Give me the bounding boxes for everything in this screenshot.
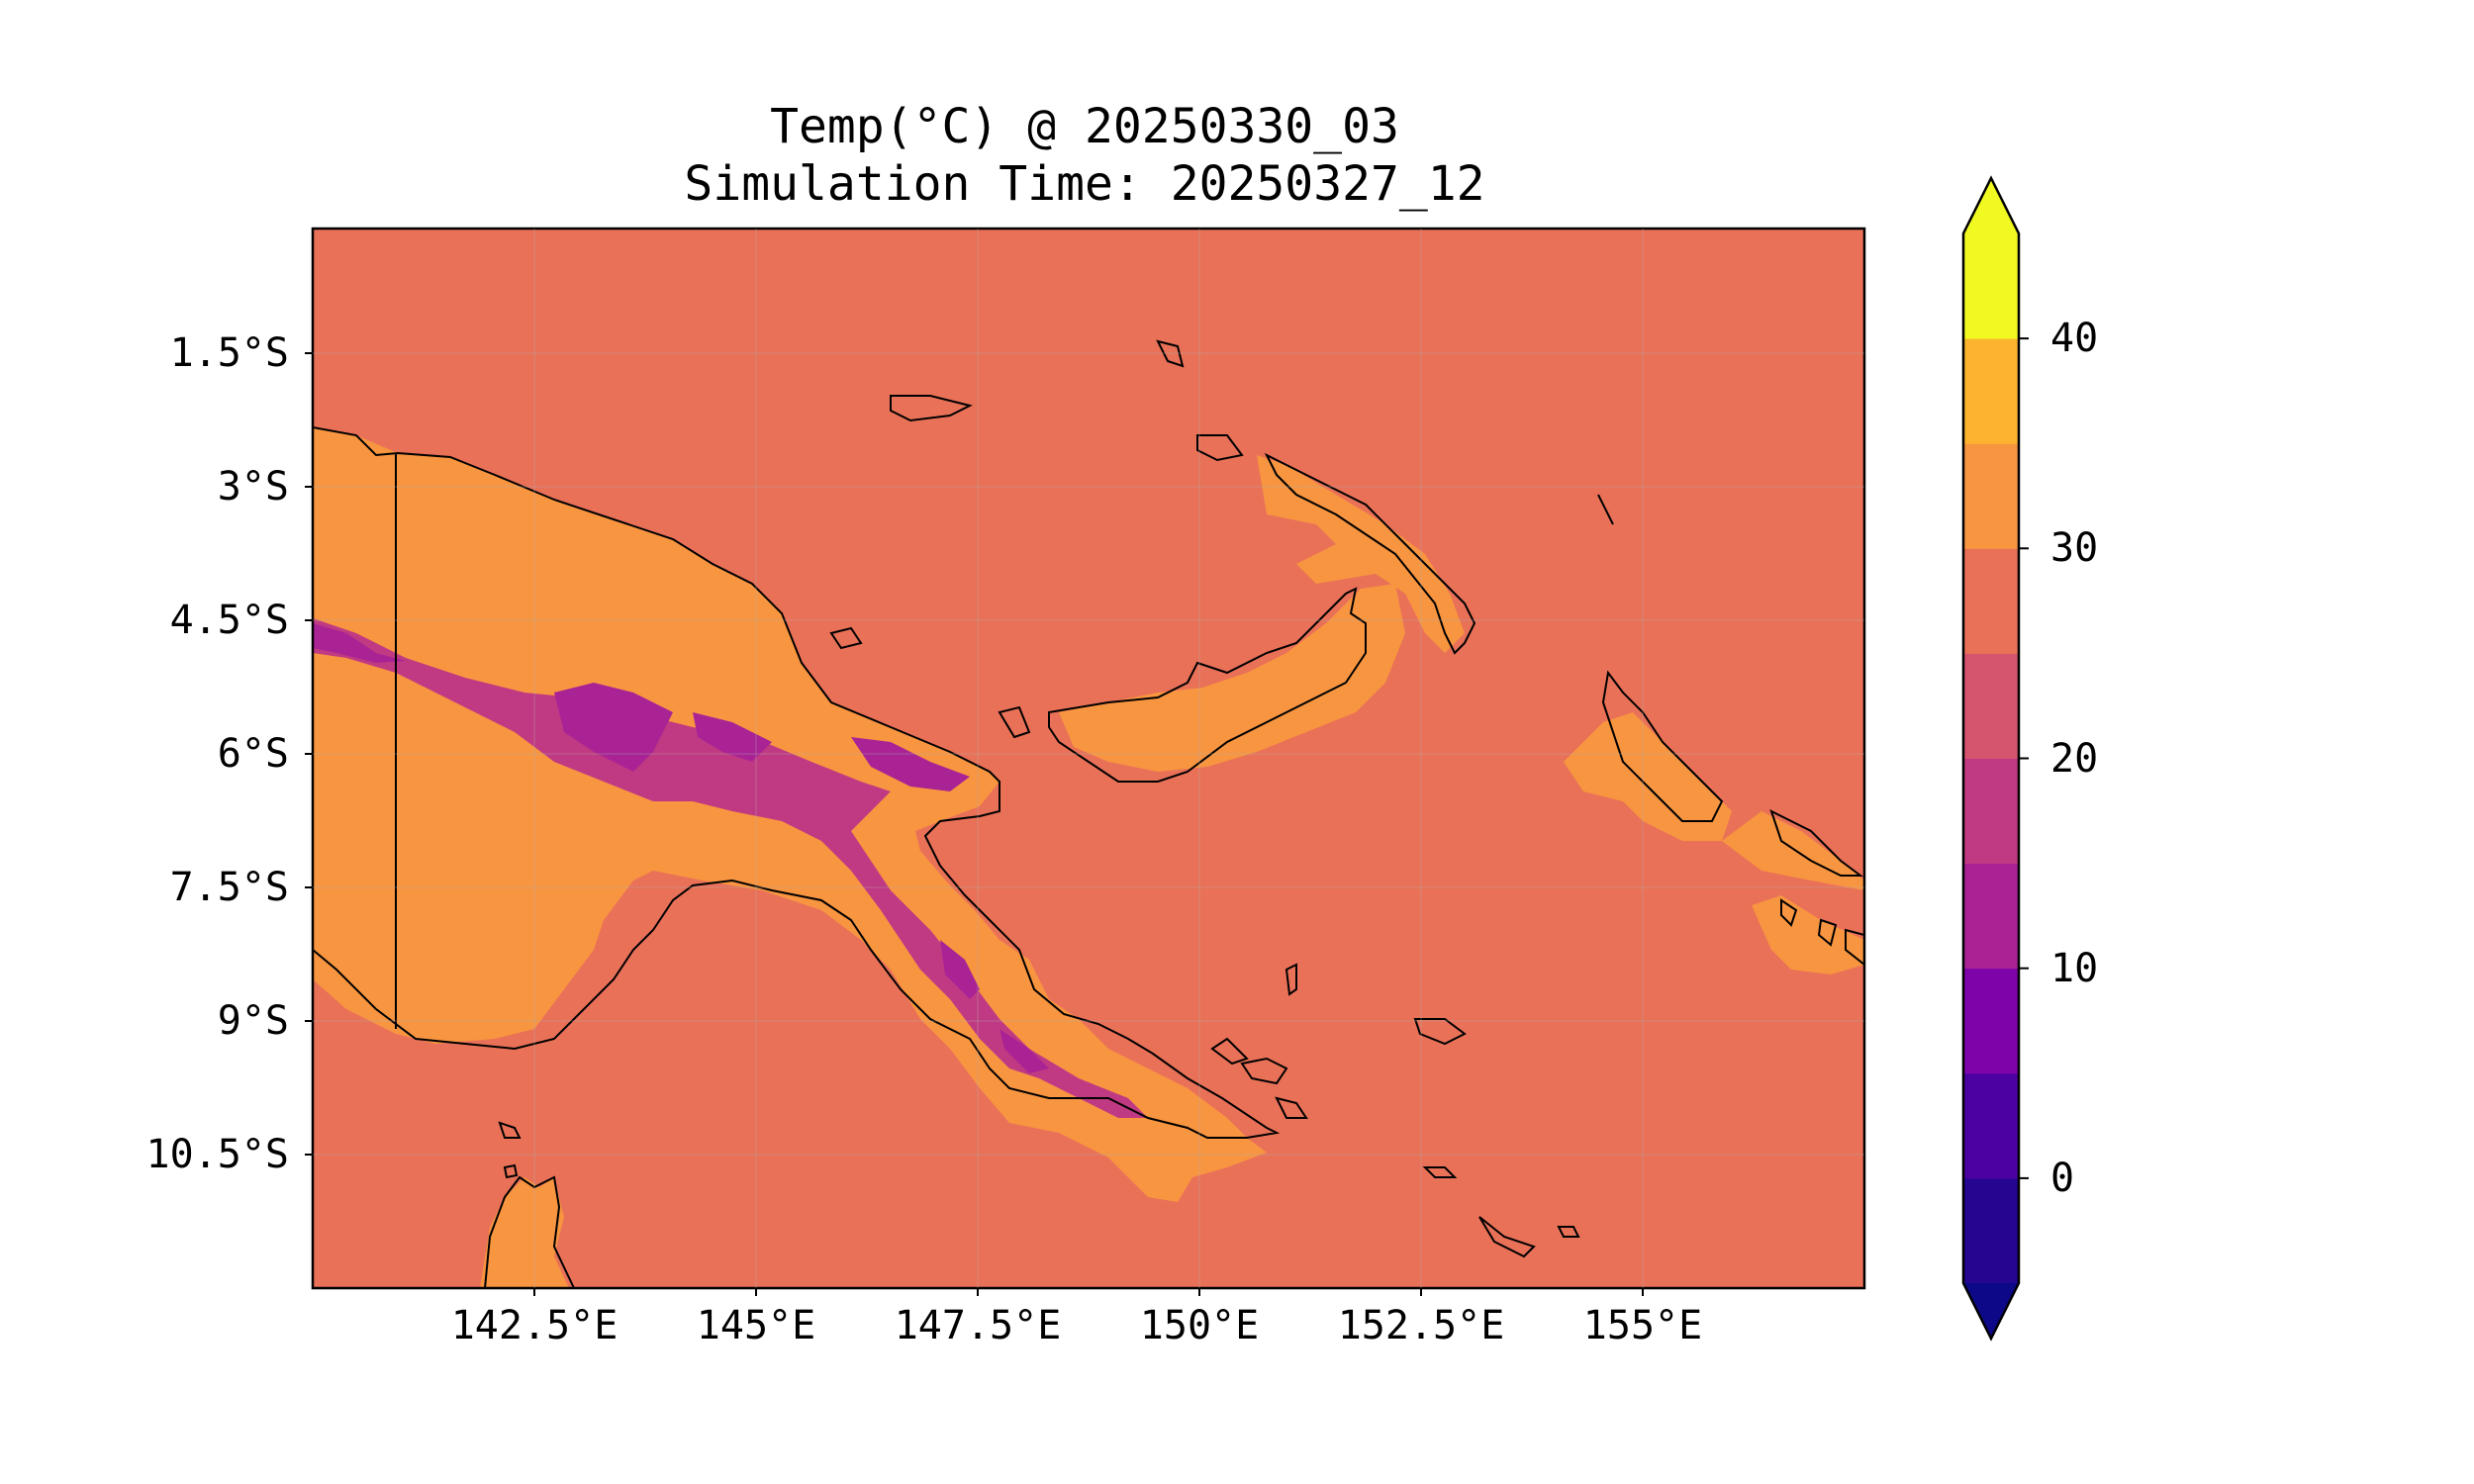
colorbar-tick-marks [2019,337,2029,1179]
colorbar-over-arrow [1963,178,2019,233]
colorbar-segment [1963,1177,2019,1284]
lon-tick-label: 150°E [1139,1303,1260,1348]
lon-tick-label: 152.5°E [1337,1303,1505,1348]
colorbar-tick-label: 20 [2050,735,2099,782]
map-panel [313,229,1864,1288]
colorbar-segment [1963,758,2019,865]
bougainville-lowland [1564,712,1732,841]
central-range-peak-2 [554,683,673,772]
lon-tick-marks [533,229,1644,1296]
lon-tick-label: 145°E [696,1303,816,1348]
colorbar-tick-label: 40 [2050,316,2099,362]
map-subtitle: Simulation Time: 20250327_12 [684,156,1485,212]
colorbar-segment [1963,1072,2019,1179]
colorbar-segment [1963,443,2019,549]
lat-tick-label: 3°S [217,464,289,510]
lat-tick-marks [305,352,1864,1156]
colorbar-segment [1963,548,2019,654]
lat-tick-label: 1.5°S [169,330,289,376]
colorbar-segment [1963,653,2019,759]
colorbar-outline [1961,175,2021,1342]
colorbar-tick-label: 30 [2050,525,2099,572]
map-frame [311,227,1866,1290]
central-range-peak-3 [693,712,772,762]
lat-tick-label: 9°S [217,998,289,1044]
colorbar-segment [1963,233,2019,339]
lat-tick-label: 4.5°S [169,598,289,643]
central-range-peak [313,623,406,663]
lon-tick-label: 147.5°E [894,1303,1062,1348]
coastlines [313,339,1864,1288]
lon-tick-label: 155°E [1582,1303,1703,1348]
new-britain-lowland [1059,584,1405,772]
map-title: Temp(°C) @ 20250330_03 [770,99,1399,154]
central-range-peak-4 [851,737,970,791]
lat-tick-label: 7.5°S [169,865,289,910]
solomons-south-lowland [1752,895,1864,974]
owen-stanley-peak [940,940,980,999]
colorbar [1961,175,2021,1342]
lon-tick-label: 142.5°E [450,1303,618,1348]
owen-stanley-peak-2 [999,1029,1049,1073]
colorbar-tick-label: 0 [2050,1155,2075,1201]
colorbar-segment [1963,968,2019,1074]
colorbar-under-arrow [1963,1283,2019,1339]
lat-tick-label: 6°S [217,731,289,777]
colorbar-tick-label: 10 [2050,945,2099,991]
lat-tick-label: 10.5°S [145,1132,290,1177]
colorbar-segment [1963,863,2019,970]
new-ireland-lowland [1257,455,1465,653]
colorbar-segment [1963,338,2019,444]
